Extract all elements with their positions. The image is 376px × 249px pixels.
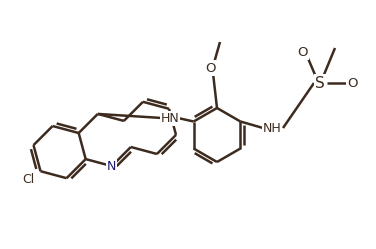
Text: O: O	[347, 76, 357, 89]
Text: NH: NH	[262, 122, 281, 134]
Text: O: O	[298, 46, 308, 59]
Text: N: N	[107, 160, 117, 173]
Text: S: S	[315, 75, 325, 90]
Text: HN: HN	[161, 112, 179, 124]
Text: O: O	[205, 62, 215, 74]
Text: Cl: Cl	[23, 173, 35, 186]
